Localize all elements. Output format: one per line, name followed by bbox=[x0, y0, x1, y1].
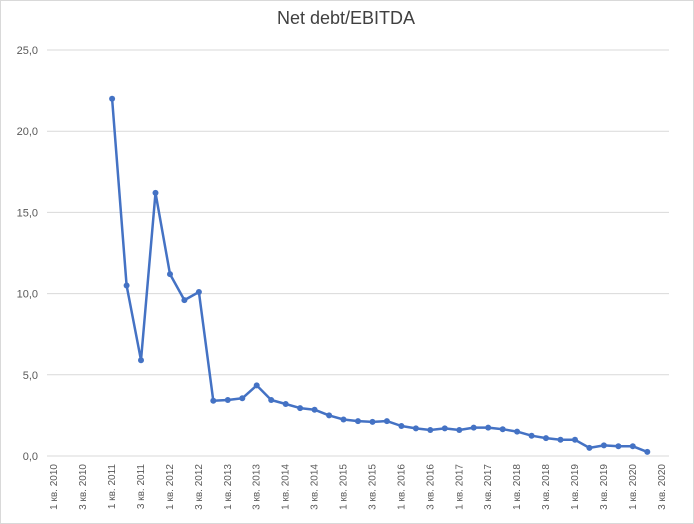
y-tick-label: 10,0 bbox=[17, 289, 38, 301]
y-tick-label: 0,0 bbox=[23, 451, 38, 463]
data-point bbox=[369, 418, 376, 425]
data-point bbox=[297, 405, 304, 412]
data-point bbox=[210, 397, 217, 404]
x-tick-label: 3 кв. 2010 bbox=[78, 464, 89, 510]
data-point bbox=[514, 428, 521, 435]
x-tick-label: 3 кв. 2014 bbox=[310, 464, 321, 510]
data-point bbox=[572, 436, 578, 443]
x-tick-label: 1 кв. 2017 bbox=[454, 464, 465, 510]
data-point bbox=[543, 435, 549, 442]
data-point bbox=[268, 397, 275, 403]
x-tick-label: 3 кв. 2019 bbox=[599, 464, 610, 510]
data-point bbox=[629, 443, 636, 450]
data-point bbox=[123, 282, 130, 289]
x-tick-label: 1 кв. 2013 bbox=[223, 464, 234, 510]
data-point bbox=[644, 448, 651, 455]
data-point bbox=[239, 395, 246, 402]
data-point bbox=[600, 442, 607, 449]
data-point bbox=[441, 425, 448, 432]
data-point bbox=[456, 427, 463, 433]
data-point bbox=[383, 418, 390, 425]
data-point bbox=[109, 95, 116, 102]
x-tick-label: 1 кв. 2012 bbox=[165, 464, 176, 510]
data-point bbox=[167, 271, 173, 278]
y-tick-label: 15,0 bbox=[17, 207, 38, 219]
data-point bbox=[398, 423, 405, 429]
data-point bbox=[615, 443, 622, 450]
y-tick-label: 25,0 bbox=[17, 45, 38, 57]
data-point bbox=[470, 424, 477, 431]
data-point bbox=[181, 297, 188, 304]
data-point bbox=[485, 424, 492, 431]
data-point bbox=[138, 357, 144, 364]
chart-title: Net debt/EBITDA bbox=[276, 8, 416, 28]
data-point bbox=[311, 406, 318, 413]
y-tick-label: 20,0 bbox=[17, 126, 38, 138]
x-tick-label: 3 кв. 2016 bbox=[425, 464, 436, 510]
x-tick-label: 3 кв. 2012 bbox=[194, 464, 205, 510]
data-point bbox=[412, 425, 419, 432]
x-tick-label: 1 кв. 2018 bbox=[512, 464, 523, 510]
x-tick-label: 1 кв. 2016 bbox=[396, 464, 407, 510]
x-tick-label: 1 кв. 2014 bbox=[281, 464, 292, 510]
data-point bbox=[326, 412, 333, 419]
x-tick-label: 3 кв. 2018 bbox=[541, 464, 552, 510]
data-point bbox=[195, 289, 202, 295]
data-point bbox=[253, 382, 260, 389]
data-point bbox=[557, 436, 564, 443]
series-line bbox=[110, 98, 648, 454]
data-point bbox=[586, 444, 593, 451]
x-tick-label: 3 кв. 2011 bbox=[136, 464, 147, 510]
data-point bbox=[355, 418, 361, 425]
data-point bbox=[528, 432, 535, 439]
data-point bbox=[340, 416, 347, 423]
data-point bbox=[282, 401, 289, 407]
x-tick-label: 1 кв. 2019 bbox=[570, 464, 581, 510]
x-tick-label: 1 кв. 2010 bbox=[49, 464, 60, 510]
data-point bbox=[499, 426, 506, 433]
data-point bbox=[224, 397, 231, 403]
x-tick-label: 3 кв. 2013 bbox=[252, 464, 263, 510]
x-tick-label: 3 кв. 2017 bbox=[483, 464, 494, 510]
y-tick-label: 5,0 bbox=[23, 370, 38, 382]
x-tick-label: 1 кв. 2015 bbox=[339, 464, 350, 510]
x-tick-label: 3 кв. 2020 bbox=[657, 464, 668, 510]
x-tick-label: 1 кв. 2020 bbox=[628, 464, 639, 510]
data-point bbox=[427, 427, 434, 433]
x-tick-label: 3 кв. 2015 bbox=[367, 464, 378, 510]
data-point bbox=[152, 189, 159, 196]
x-tick-label: 1 кв. 2011 bbox=[107, 464, 118, 510]
